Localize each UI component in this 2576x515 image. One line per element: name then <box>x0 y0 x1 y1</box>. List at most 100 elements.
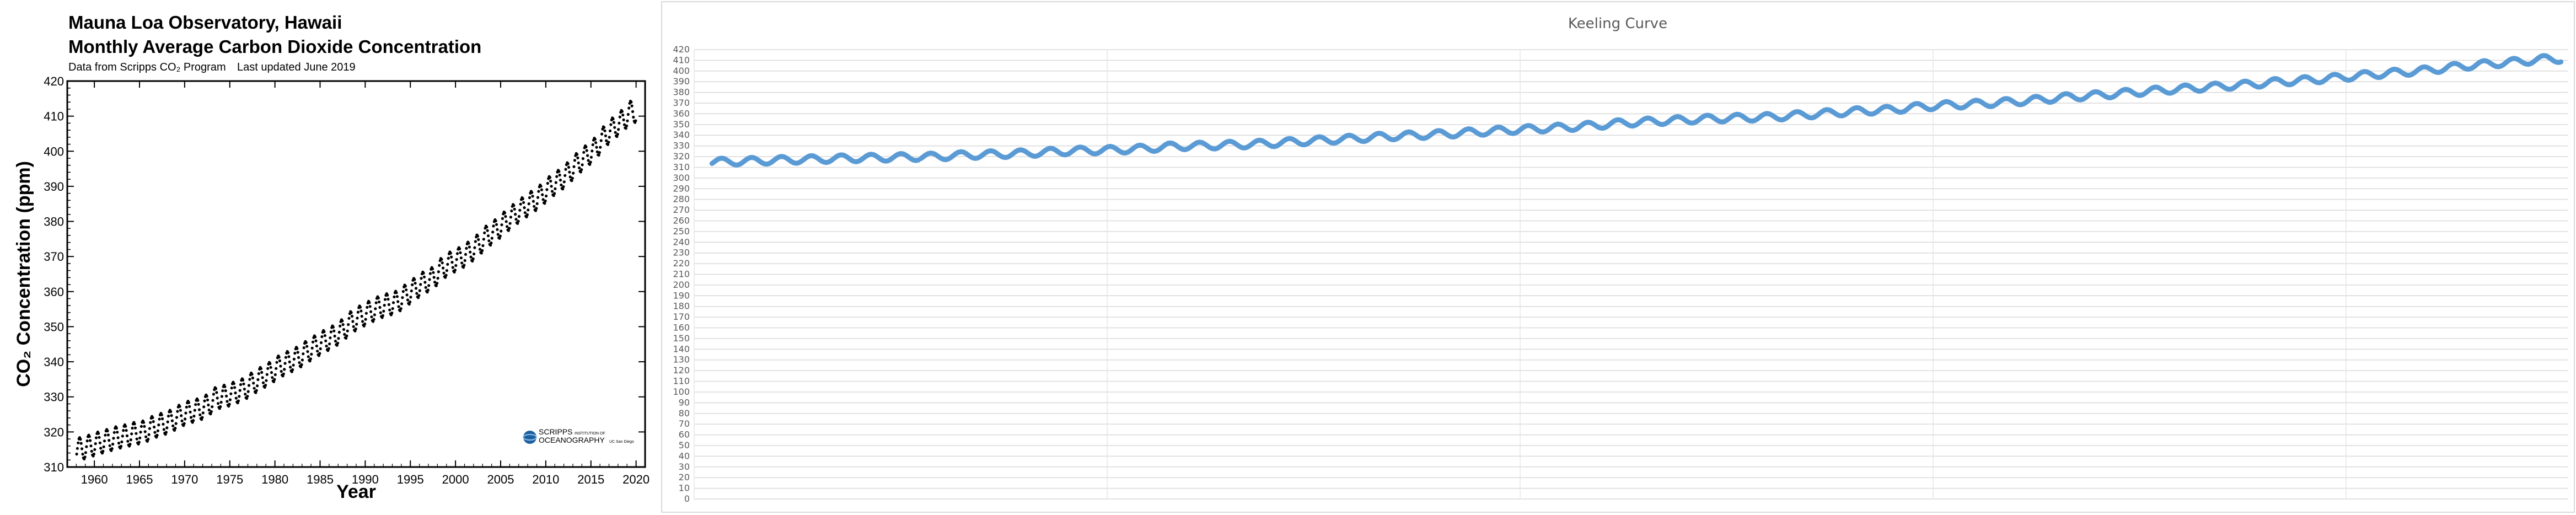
data-point <box>437 270 441 273</box>
data-point <box>197 408 201 411</box>
data-point <box>498 237 501 240</box>
updated-note: Last updated June 2019 <box>237 61 356 73</box>
data-point <box>431 267 434 271</box>
data-point <box>174 427 177 430</box>
data-point <box>359 309 363 313</box>
data-point <box>226 400 229 403</box>
y-tick-label: 150 <box>673 333 690 344</box>
data-point <box>162 422 165 426</box>
data-point <box>581 163 584 167</box>
y-tick-label: 90 <box>679 397 690 407</box>
logo-line-3: OCEANOGRAPHY <box>539 436 605 444</box>
data-point <box>543 202 546 205</box>
data-point <box>101 449 105 453</box>
data-point <box>198 413 202 417</box>
data-point <box>279 364 282 368</box>
series-line <box>918 98 1997 163</box>
data-point <box>201 416 204 419</box>
data-point <box>131 426 134 430</box>
data-point <box>257 372 260 375</box>
data-point <box>386 293 389 297</box>
data-point <box>544 199 547 203</box>
x-tick-label: 1985 <box>307 473 334 486</box>
data-point <box>89 439 92 442</box>
data-point <box>128 443 132 446</box>
data-point <box>265 379 268 382</box>
data-point <box>260 371 264 374</box>
data-point <box>162 428 165 431</box>
x-tick-label: 1965 <box>126 473 153 486</box>
data-point <box>355 323 358 326</box>
data-point <box>599 139 603 142</box>
data-point <box>79 442 83 445</box>
data-point <box>555 175 559 178</box>
data-point <box>261 381 265 384</box>
data-point <box>149 421 152 424</box>
data-point <box>296 351 299 354</box>
data-point <box>192 419 195 422</box>
y-tick-label: 340 <box>44 355 64 369</box>
data-point <box>272 380 276 383</box>
data-point <box>625 124 629 127</box>
data-point <box>156 429 159 432</box>
data-point <box>626 112 630 116</box>
data-point <box>548 176 552 179</box>
data-point <box>528 196 532 200</box>
data-point <box>399 307 402 310</box>
data-point <box>427 284 431 287</box>
data-point <box>568 170 571 174</box>
data-point <box>299 365 303 369</box>
data-point <box>179 409 182 412</box>
data-point <box>304 341 308 345</box>
data-point <box>135 437 138 441</box>
data-point <box>405 288 408 292</box>
y-tick-label: 260 <box>673 215 690 226</box>
data-point <box>325 345 328 348</box>
data-point <box>549 179 552 183</box>
data-point <box>545 188 549 191</box>
data-point <box>147 438 150 441</box>
data-point <box>356 310 360 314</box>
data-point <box>171 424 175 428</box>
data-point <box>512 204 516 207</box>
y-tick-label: 100 <box>673 387 690 397</box>
data-point <box>245 397 249 400</box>
data-point <box>112 431 116 434</box>
data-point <box>471 257 475 260</box>
data-point <box>261 376 264 379</box>
data-point <box>75 452 78 456</box>
data-point <box>250 373 254 376</box>
y-tick-label: 310 <box>673 162 690 172</box>
data-point <box>438 264 441 267</box>
data-point <box>622 123 626 126</box>
y-tick-label: 420 <box>673 44 690 55</box>
data-point <box>536 196 540 199</box>
y-tick-label: 370 <box>673 98 690 108</box>
data-point <box>586 154 589 157</box>
y-tick-label: 380 <box>673 87 690 98</box>
data-point <box>481 244 485 248</box>
y-tick-label: 10 <box>679 483 690 493</box>
data-point <box>567 165 571 169</box>
data-point <box>300 363 303 367</box>
data-point <box>196 399 200 402</box>
data-point <box>486 234 490 238</box>
data-point <box>209 412 212 416</box>
data-point <box>275 361 278 364</box>
data-point <box>630 104 634 108</box>
data-point <box>143 425 146 428</box>
data-point <box>117 442 121 445</box>
data-point <box>310 352 313 356</box>
y-tick-label: 390 <box>44 180 64 194</box>
data-point <box>508 222 512 225</box>
data-point <box>83 455 87 459</box>
y-tick-label: 380 <box>44 215 64 229</box>
data-point <box>545 194 548 198</box>
data-point <box>525 213 529 216</box>
data-point <box>318 352 321 355</box>
data-point <box>537 190 540 193</box>
data-point <box>393 295 396 299</box>
data-point <box>334 340 337 343</box>
data-point <box>580 168 583 171</box>
data-point <box>378 305 382 309</box>
